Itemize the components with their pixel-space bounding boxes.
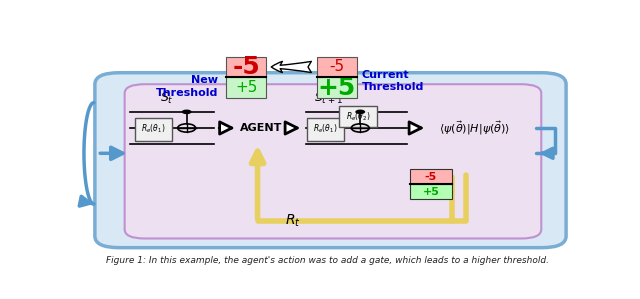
FancyBboxPatch shape <box>227 77 266 98</box>
FancyBboxPatch shape <box>410 170 452 184</box>
FancyBboxPatch shape <box>410 184 452 199</box>
Text: Figure 1: In this example, the agent's action was to add a gate, which leads to : Figure 1: In this example, the agent's a… <box>106 256 550 265</box>
FancyBboxPatch shape <box>339 106 376 127</box>
Text: $S_t$: $S_t$ <box>160 91 173 106</box>
FancyBboxPatch shape <box>95 73 566 248</box>
FancyBboxPatch shape <box>125 84 541 239</box>
FancyBboxPatch shape <box>227 57 266 77</box>
Text: $R_e(\theta_1)$: $R_e(\theta_1)$ <box>141 123 165 135</box>
Text: AGENT: AGENT <box>240 123 282 133</box>
Text: +5: +5 <box>318 76 356 100</box>
Text: $R_e(\theta_2)$: $R_e(\theta_2)$ <box>346 110 370 123</box>
Text: -5: -5 <box>425 172 437 182</box>
Text: +5: +5 <box>422 187 439 197</box>
Text: $\langle\psi(\vec{\theta})|H|\psi(\vec{\theta})\rangle$: $\langle\psi(\vec{\theta})|H|\psi(\vec{\… <box>439 119 510 137</box>
Text: $S_{t+1}$: $S_{t+1}$ <box>314 91 342 106</box>
Circle shape <box>182 109 191 114</box>
FancyBboxPatch shape <box>134 118 172 141</box>
Text: Current
Threshold: Current Threshold <box>362 70 424 92</box>
Text: -5: -5 <box>232 55 260 79</box>
FancyBboxPatch shape <box>317 57 356 77</box>
Text: -5: -5 <box>330 60 344 74</box>
Circle shape <box>355 109 365 114</box>
FancyBboxPatch shape <box>317 77 356 98</box>
FancyBboxPatch shape <box>307 118 344 141</box>
Text: $R_e(\theta_1)$: $R_e(\theta_1)$ <box>313 123 337 135</box>
Text: $R_t$: $R_t$ <box>285 213 301 229</box>
Text: +5: +5 <box>235 80 257 95</box>
Text: New
Threshold: New Threshold <box>156 75 218 98</box>
